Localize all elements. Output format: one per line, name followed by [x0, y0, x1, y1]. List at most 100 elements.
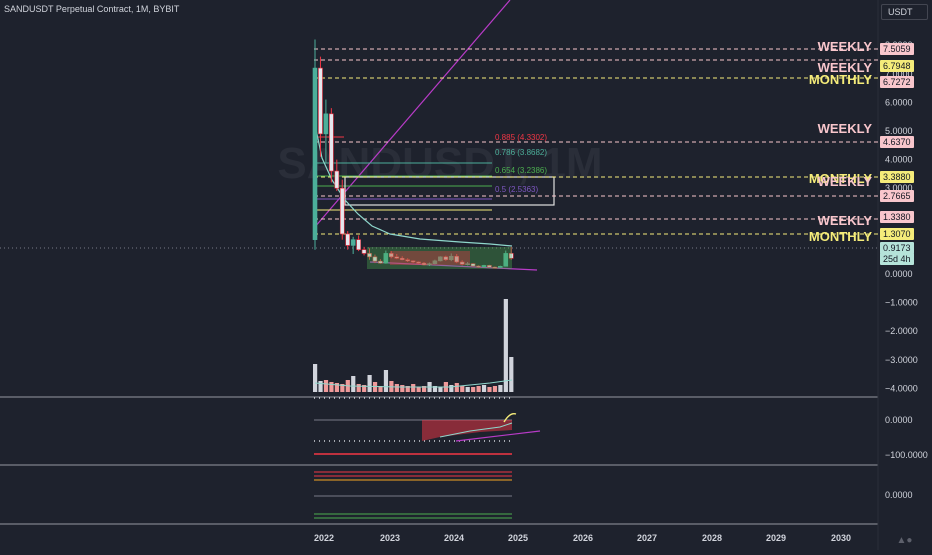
y-tick-label: −2.0000 — [885, 326, 918, 336]
trendline-support — [369, 261, 538, 271]
price-tag — [880, 136, 914, 148]
volume-bar — [509, 357, 514, 392]
candle-body — [421, 262, 427, 266]
price-tag — [880, 60, 914, 72]
price-tag — [880, 253, 914, 265]
volume-bar — [498, 385, 503, 392]
price-tag-label: 6.7948 — [883, 61, 911, 71]
price-tag — [880, 228, 914, 240]
ltf-band — [390, 251, 470, 265]
y-tick-label: 3.0000 — [885, 183, 913, 193]
volume-bar — [400, 385, 405, 392]
volume-bar — [405, 386, 410, 392]
osc-signal-line — [439, 422, 513, 438]
x-tick-label: 2024 — [444, 533, 464, 543]
volume-ma-line — [314, 379, 513, 388]
candle-body — [492, 266, 498, 269]
candle-body — [454, 255, 460, 263]
volume-bar — [492, 386, 498, 392]
level-label: MONTHLY — [809, 171, 872, 186]
chart-title: SANDUSDT Perpetual Contract, 1M, BYBIT — [4, 4, 180, 14]
price-tag — [880, 190, 914, 202]
volume-bar — [449, 385, 454, 392]
trendline-diagonal — [313, 0, 511, 229]
volume-bar — [351, 376, 356, 392]
level-label: WEEKLY — [818, 174, 873, 189]
price-tag-label: 7.5059 — [883, 44, 911, 54]
price-tag-label: 1.3380 — [883, 212, 911, 222]
y-tick-label: −1.0000 — [885, 298, 918, 308]
volume-bar — [362, 385, 367, 392]
level-label: WEEKLY — [818, 213, 873, 228]
volume-bar — [313, 364, 318, 392]
y-tick-label: 5.0000 — [885, 126, 913, 136]
y-tick-label: 6.0000 — [885, 97, 913, 107]
candle-body — [497, 265, 503, 268]
price-tag-label: 3.3880 — [883, 172, 911, 182]
x-tick-label: 2023 — [380, 533, 400, 543]
y-tick-label: −4.0000 — [885, 383, 918, 393]
volume-bar — [323, 380, 329, 392]
y-tick-label: 7.0000 — [885, 69, 913, 79]
candle-body — [438, 256, 443, 262]
osc-tick-label: 0.0000 — [885, 490, 913, 500]
candle-body — [350, 239, 356, 246]
level-label: WEEKLY — [818, 121, 873, 136]
candle-body — [487, 265, 492, 268]
candle-body — [329, 113, 334, 172]
candle-body — [383, 253, 389, 264]
candle-body — [399, 257, 405, 260]
price-tag-label: 2.7665 — [883, 191, 911, 201]
osc-area — [422, 420, 512, 441]
candle-body — [394, 256, 400, 259]
candle-body — [334, 170, 340, 189]
level-label: WEEKLY — [818, 60, 873, 75]
level-label: MONTHLY — [809, 72, 872, 87]
price-tag-label: 0.9173 — [883, 243, 911, 253]
candle-body — [432, 260, 438, 265]
candle-body — [410, 260, 416, 263]
y-tick-label: 0.0000 — [885, 269, 913, 279]
candle-body — [372, 256, 378, 262]
fib-label: 0.786 (3.8682) — [495, 148, 547, 157]
x-tick-label: 2022 — [314, 533, 334, 543]
candle-body — [356, 239, 361, 250]
volume-bar — [334, 383, 339, 392]
volume-bar — [416, 387, 421, 392]
price-tag — [880, 171, 914, 183]
volume-bar — [503, 299, 508, 392]
currency-selector[interactable]: USDT — [881, 4, 928, 20]
volume-bar — [454, 383, 459, 392]
candle-body — [405, 259, 410, 262]
candle-body — [476, 265, 481, 268]
candle-body — [459, 261, 465, 265]
price-tag-label: 6.7272 — [883, 77, 911, 87]
x-tick-label: 2030 — [831, 533, 851, 543]
price-tag — [880, 43, 914, 55]
volume-bar — [411, 384, 416, 392]
moving-average-line — [313, 119, 513, 247]
price-tag — [880, 242, 914, 254]
volume-bar — [438, 387, 443, 392]
volume-bar — [383, 370, 389, 392]
candle-body — [427, 263, 432, 266]
price-tag — [880, 76, 914, 88]
candle-body — [388, 253, 394, 258]
volume-bar — [378, 386, 383, 392]
candle-body — [465, 263, 470, 266]
candle-body — [448, 255, 454, 261]
candle-body — [481, 265, 487, 268]
candle-body — [508, 253, 514, 259]
volume-bar — [329, 382, 334, 392]
volume-bar — [356, 384, 361, 392]
volume-bar — [432, 386, 438, 392]
volume-bar — [394, 384, 399, 392]
tradingview-logo-icon[interactable]: ▲● — [896, 535, 913, 546]
volume-bar — [340, 384, 345, 392]
candle-body — [312, 67, 318, 240]
fib-label: 0.885 (4.3302) — [495, 133, 547, 142]
ltf-band — [367, 247, 512, 269]
osc-tick-label: −100.0000 — [885, 450, 928, 460]
